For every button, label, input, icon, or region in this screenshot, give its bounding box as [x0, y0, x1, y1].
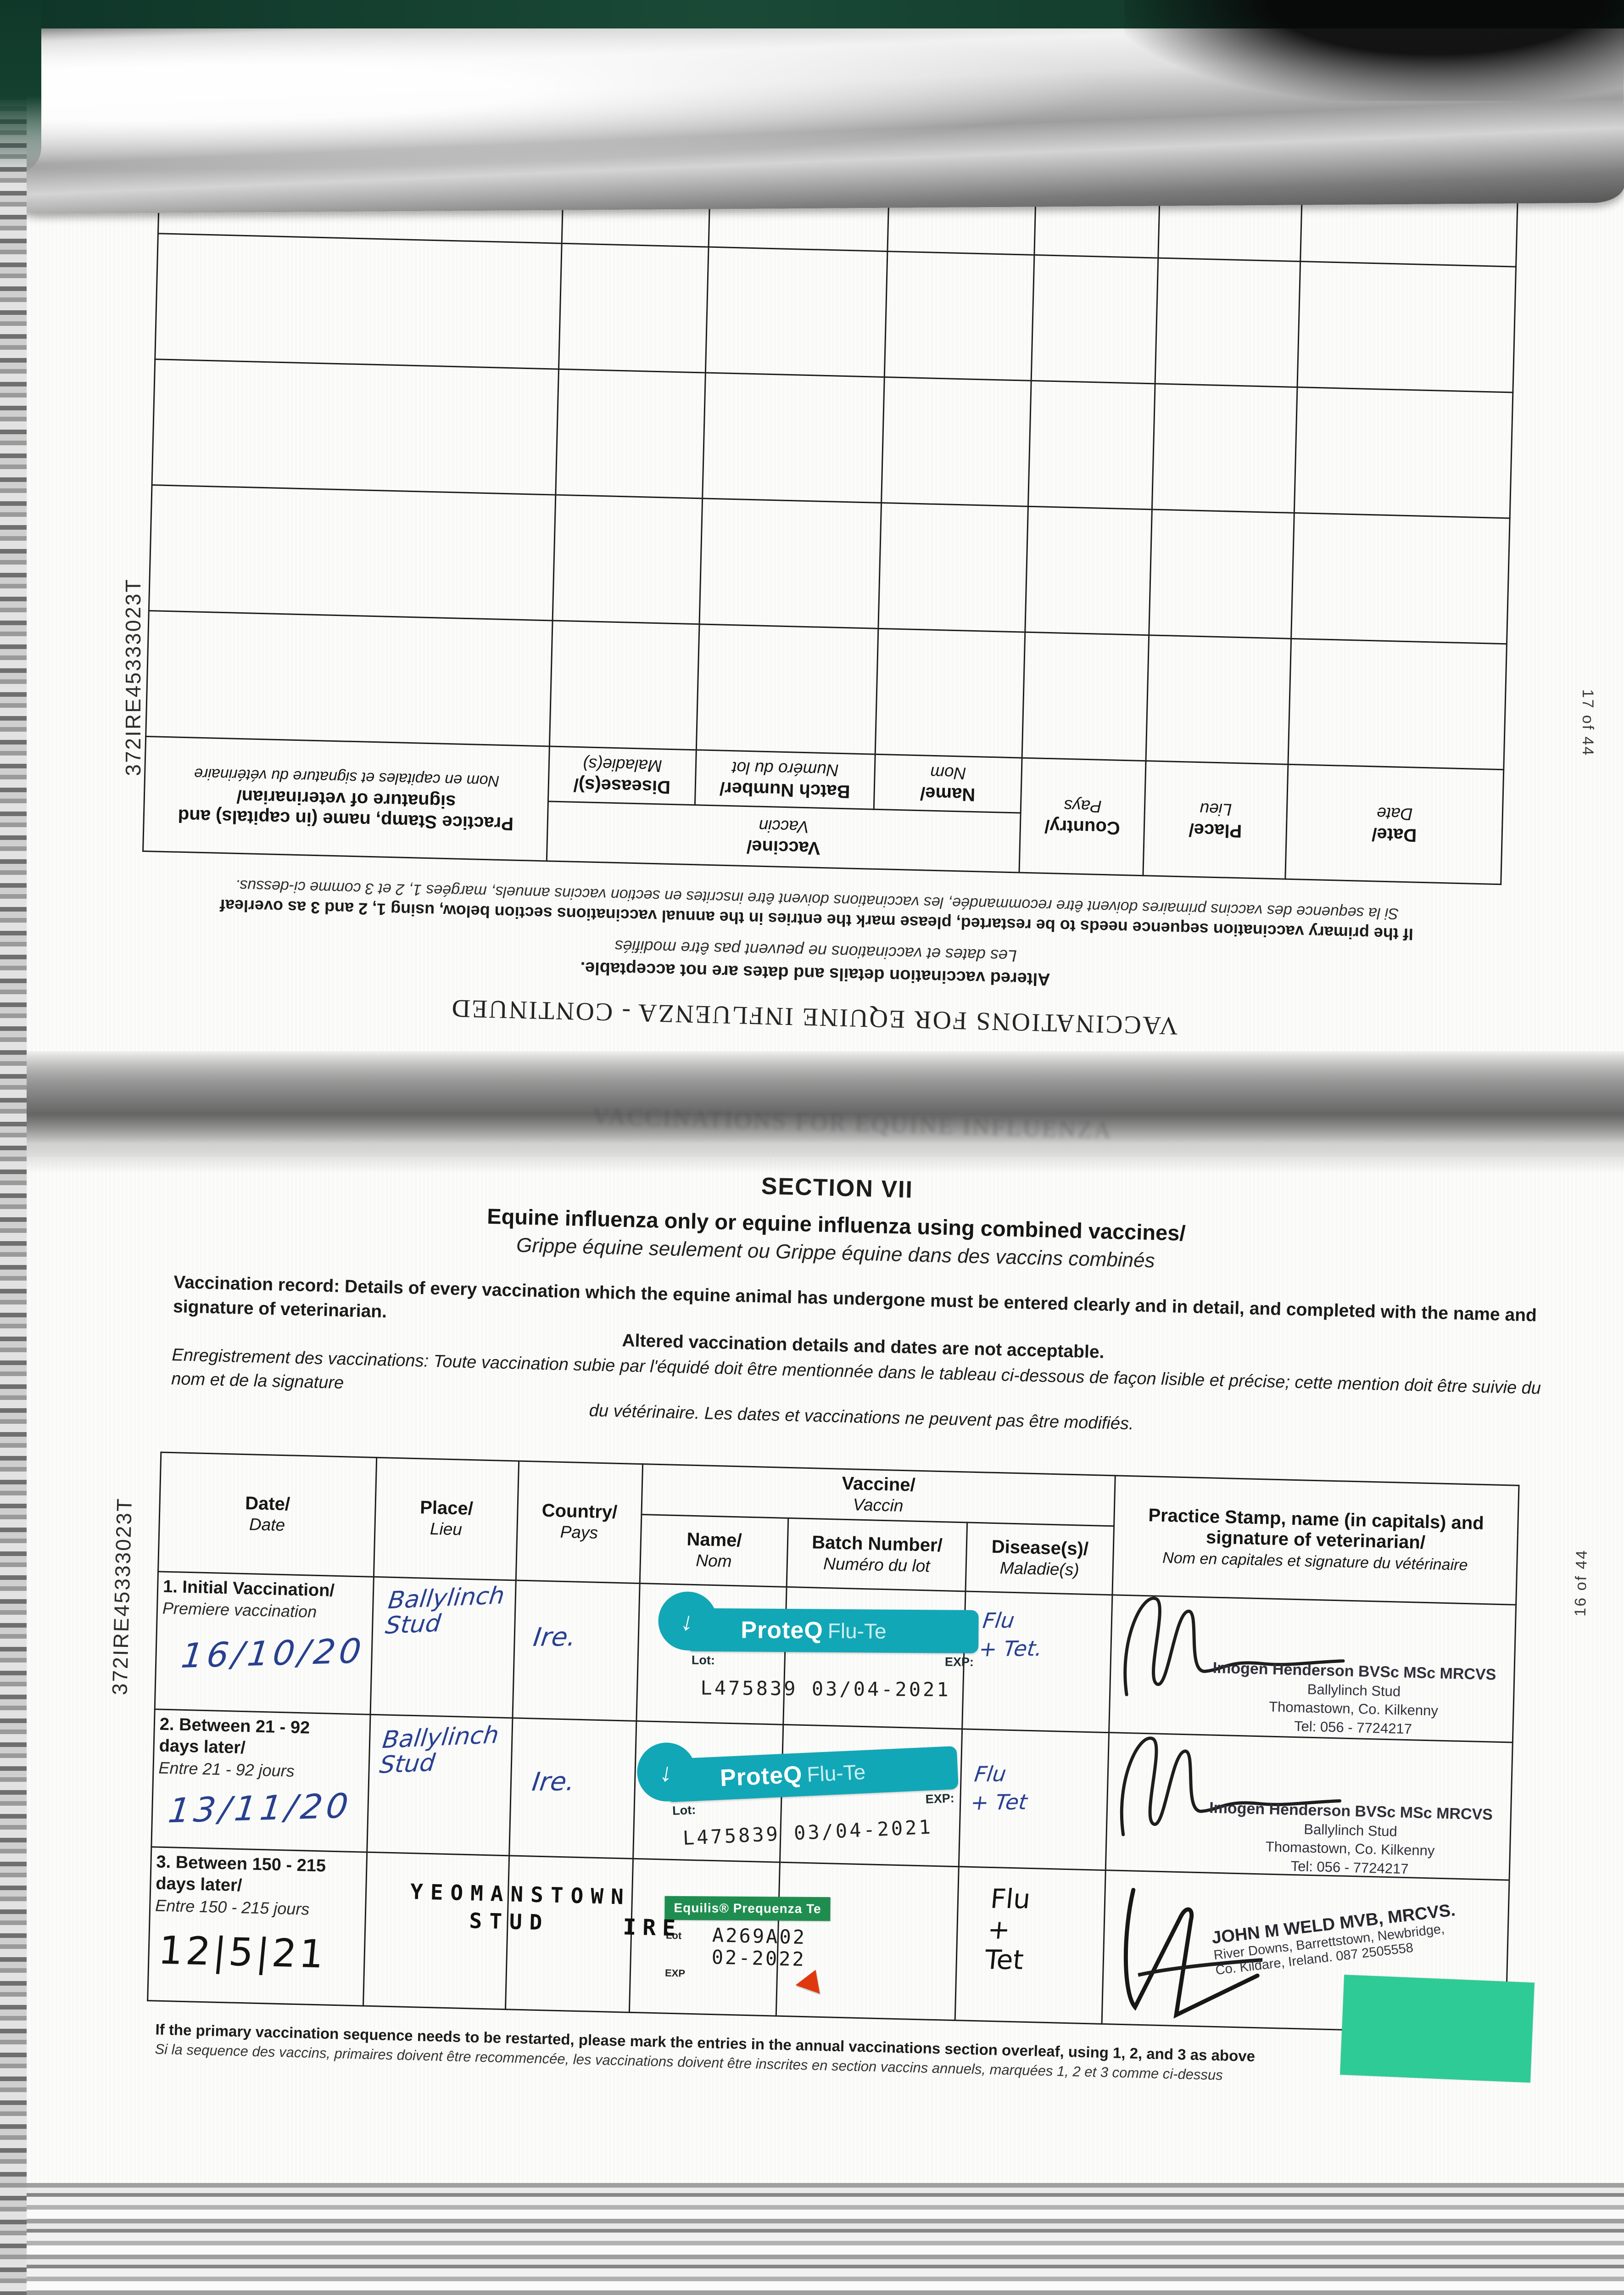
handwritten-place: Ballylinch Stud: [384, 1582, 506, 1640]
document-number-bottom: 372IRE45333023T: [107, 1497, 136, 1696]
bottom-page-content: SECTION VII Equine influenza only or equ…: [14, 1137, 1624, 2211]
header-date: Date/ Date: [158, 1452, 377, 1577]
lot-label: Lot:: [672, 1802, 696, 1818]
vaccination-row-2: 2. Between 21 - 92 days later/ Entre 21 …: [151, 1709, 1513, 1880]
stamped-place-line2: STUD: [469, 1908, 550, 1935]
practice-stamp-cell: JOHN M WELD MVB, MRCVS. River Downs, Bar…: [1102, 1870, 1510, 2034]
document-number-top: 372IRE45333023T: [121, 578, 145, 776]
green-sticker-tab: [1340, 1975, 1535, 2083]
practice-stamp: Imogen Henderson BVSc MSc MRCVS Ballylin…: [1209, 1799, 1493, 1877]
place-cell: YEOMANSTOWN STUD: [363, 1852, 631, 2010]
country-cell: Ire.: [509, 1718, 636, 1859]
vaccination-record-table: Date/ Date Place/ Lieu Country/ Pays: [147, 1451, 1519, 2034]
page-number-top: 17 of 44: [1579, 689, 1596, 757]
proteq-sticker: ↓ ProteQ Flu-Te Lot: EXP: L475839 03/04-…: [657, 1591, 979, 1701]
handwritten-date: 12|5|21: [156, 1927, 329, 1977]
veterinarian-signature-icon: [1123, 1596, 1345, 1696]
top-header-date: Date/ Date: [1285, 764, 1504, 884]
cover-corner: [0, 0, 41, 174]
handwritten-country: Ire.: [530, 1767, 577, 1797]
exp-label: EXP:: [944, 1655, 974, 1669]
top-header-name: Name/ Nom: [874, 754, 1022, 813]
exp-label: EXP: [664, 1967, 686, 1979]
practice-stamp-cell: Imogen Henderson BVSc MSc MRCVS Ballylin…: [1105, 1732, 1513, 1880]
place-cell: Ballylinch Stud: [370, 1577, 516, 1718]
top-header-disease: Disease(s)/ Maladie(s): [548, 746, 697, 805]
handwritten-place: Ballylinch Stud: [378, 1721, 501, 1779]
equilis-title: Equilis® Prequenza Te: [664, 1896, 831, 1921]
bottom-page-section-vii: SECTION VII Equine influenza only or equ…: [27, 1157, 1624, 2192]
header-disease: Disease(s)/ Maladie(s): [965, 1522, 1114, 1595]
disease-cell: Flu + Tet.: [962, 1591, 1112, 1733]
date-cell: 1. Initial Vaccination/ Premiere vaccina…: [155, 1571, 374, 1715]
vaccine-name-cell: ↓ ProteQ Flu-Te Lot: EXP: L475839 03/04-…: [633, 1721, 959, 1863]
place-cell: Ballylinch Stud: [367, 1714, 513, 1856]
handwritten-date: 16/10/20: [179, 1631, 367, 1676]
intro-paragraph: Vaccination record: Details of every vac…: [171, 1271, 1556, 1444]
syringe-arrow-icon: ↓: [636, 1741, 698, 1803]
stamped-place-line1: YEOMANSTOWN: [410, 1879, 631, 1909]
top-header-vaccine: Vaccine/ Vaccin: [547, 801, 1021, 873]
header-batch: Batch Number/ Numéro du lot: [787, 1518, 967, 1591]
vaccine-name-cell: ↓ ProteQ Flu-Te Lot: EXP: L475839 03/04-…: [636, 1583, 979, 1725]
binder-edge: [0, 0, 27, 2295]
top-header-practice: Practice Stamp, name (in capitals) and s…: [143, 736, 550, 861]
top-vaccination-table-wrap: Date/ Date Place/ Lieu Country/ Pays: [19, 104, 1520, 885]
veterinarian-signature-icon: [1123, 1887, 1265, 2019]
batch-number: L475839 03/04-2021: [700, 1676, 951, 1701]
header-country: Country/ Pays: [516, 1461, 643, 1584]
handwritten-country: Ire.: [531, 1622, 578, 1652]
country-cell: Ire.: [512, 1580, 640, 1721]
veterinarian-signature-icon: [1120, 1736, 1342, 1836]
date-cell: 2. Between 21 - 92 days later/ Entre 21 …: [151, 1709, 371, 1853]
vaccination-row-1: 1. Initial Vaccination/ Premiere vaccina…: [155, 1571, 1516, 1743]
top-page-upside-down: VACCINATIONS FOR EQUINE INFLUENZA - CONT…: [27, 69, 1624, 1051]
header-place: Place/ Lieu: [374, 1457, 519, 1580]
handwritten-disease: Flu + Tet: [969, 1761, 1029, 1815]
vaccination-row-3: 3. Between 150 - 215 days later/ Entre 1…: [147, 1847, 1510, 2034]
proteq-sticker: ↓ ProteQ Flu-Te Lot: EXP: L475839 03/04-…: [636, 1741, 960, 1852]
handwritten-disease: Flu + Tet.: [977, 1608, 1044, 1662]
practice-stamp-cell: Imogen Henderson BVSc MSc MRCVS Ballylin…: [1109, 1595, 1516, 1743]
proteq-band: ↓ ProteQ Flu-Te: [658, 1591, 979, 1653]
date-cell: 3. Between 150 - 215 days later/ Entre 1…: [147, 1847, 367, 2006]
disease-cell: Flu + Tet: [959, 1729, 1109, 1870]
exp-label: EXP:: [925, 1791, 955, 1806]
handwritten-disease: Flu + Tet: [983, 1883, 1032, 1976]
syringe-arrow-icon: ↓: [658, 1591, 717, 1651]
fold-shadow-overlay: [27, 1051, 1624, 1173]
lot-label: Lot:: [691, 1653, 715, 1667]
exp-date: 02-2022: [711, 1946, 806, 1971]
top-vaccination-table: Date/ Date Place/ Lieu Country/ Pays: [142, 107, 1520, 885]
handwritten-date: 13/11/20: [166, 1786, 354, 1831]
header-name: Name/ Nom: [640, 1514, 788, 1587]
stamped-country: IRE: [622, 1914, 682, 1942]
lot-number: A269A02: [712, 1924, 807, 1949]
equilis-sticker: Equilis® Prequenza Te Lot EXP A269A02 02…: [663, 1894, 922, 1998]
top-header-batch: Batch Number/ Numéro du lot: [695, 750, 876, 810]
page-stack-edges: [0, 2183, 1624, 2295]
page-number-bottom: 16 of 44: [1571, 1549, 1591, 1617]
top-header-place: Place/ Lieu: [1143, 761, 1288, 879]
scan-shadow: [1124, 0, 1624, 101]
top-header-country: Country/ Pays: [1019, 758, 1146, 876]
disease-cell: Flu + Tet: [955, 1866, 1106, 2024]
